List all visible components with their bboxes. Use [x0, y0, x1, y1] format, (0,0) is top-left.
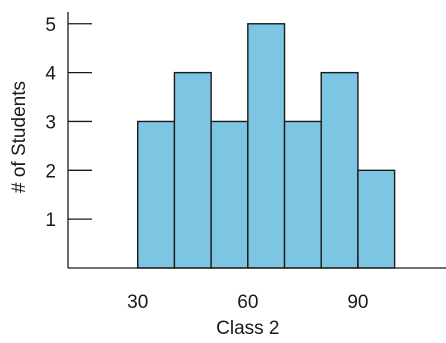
y-ticks-group: 1 2 3 4 5	[45, 15, 92, 231]
histogram-bar-4	[247, 23, 286, 269]
histogram-bar-6	[320, 71, 359, 269]
y-axis-title: # of Students	[9, 81, 30, 193]
y-tick-label-2: 2	[45, 161, 56, 182]
y-tick-label-1: 1	[45, 210, 56, 231]
histogram-bar-2	[173, 71, 212, 269]
y-tick-label-3: 3	[45, 112, 56, 133]
x-tick-label-90: 90	[347, 292, 368, 313]
y-tick-label-4: 4	[45, 64, 56, 85]
x-axis-title: Class 2	[216, 318, 279, 339]
x-tick-label-30: 30	[127, 292, 148, 313]
x-ticks-group: 30 60 90	[127, 262, 368, 313]
histogram-bar-7	[357, 169, 396, 269]
bars-group	[137, 23, 396, 269]
histogram-bar-3	[210, 120, 249, 269]
histogram-bar-5	[283, 120, 322, 269]
x-tick-label-60: 60	[237, 292, 258, 313]
y-tick-label-5: 5	[45, 15, 56, 36]
histogram-bar-1	[137, 120, 176, 269]
